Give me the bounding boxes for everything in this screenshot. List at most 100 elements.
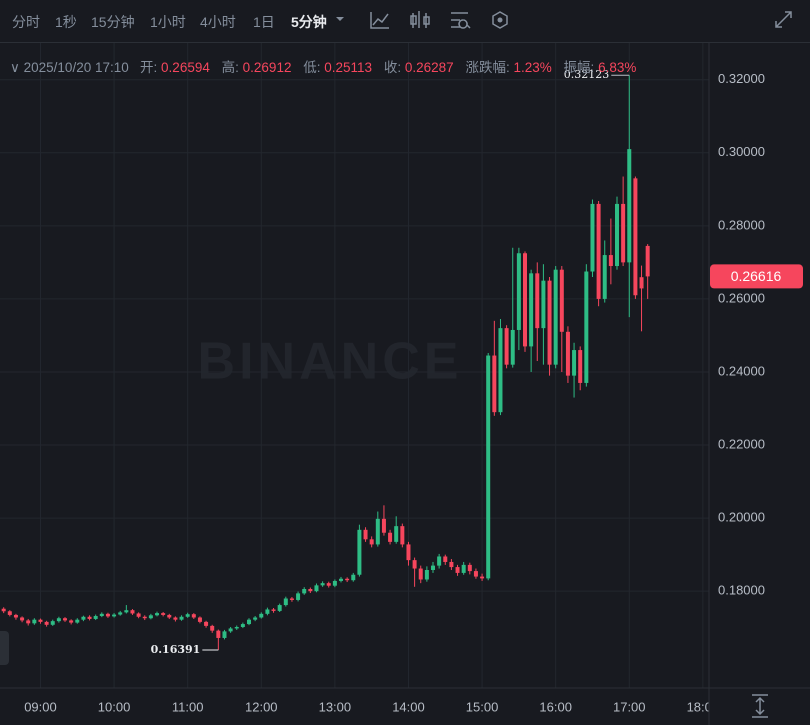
candle-body	[345, 578, 350, 581]
candle-body	[375, 518, 380, 545]
candle-body	[633, 178, 638, 296]
open-label: 开:	[140, 60, 158, 75]
candle-body	[216, 630, 221, 638]
low-annotation: 0.16391	[151, 643, 201, 656]
candle-body	[204, 621, 209, 626]
candle-body	[148, 615, 153, 619]
fullscreen-icon[interactable]	[775, 11, 792, 28]
candle-body	[271, 609, 276, 611]
candle-body	[455, 567, 460, 573]
collapse-icon[interactable]: ∨	[10, 60, 24, 75]
x-tick-label: 11:00	[172, 699, 204, 714]
y-tick-label: 0.24000	[718, 363, 765, 378]
candle-body	[81, 616, 86, 620]
interval[interactable]: 1秒	[55, 14, 77, 30]
candle-body	[529, 273, 534, 347]
candle-body	[627, 149, 632, 263]
high-annotation: 0.32123	[564, 68, 610, 81]
candle-body	[406, 544, 411, 561]
interval-active[interactable]: 5分钟	[291, 14, 327, 30]
candle-body	[645, 245, 650, 277]
x-tick-label: 14:00	[392, 699, 425, 714]
candle-body	[473, 571, 478, 577]
candle-body	[173, 617, 178, 620]
candle-body	[621, 203, 626, 263]
candle-body	[277, 605, 282, 611]
candle-body	[332, 580, 337, 586]
candle-body	[302, 588, 307, 594]
settings-icon[interactable]	[451, 12, 471, 29]
y-tick-label: 0.32000	[718, 71, 765, 86]
candle-body	[461, 564, 466, 573]
candle-body	[1, 608, 6, 612]
candle-body	[296, 593, 301, 600]
candle-body	[142, 616, 147, 619]
candle-body	[596, 203, 601, 299]
high-label: 高:	[221, 60, 239, 75]
close-value: 0.26287	[404, 60, 454, 75]
y-tick-label: 0.18000	[718, 583, 765, 598]
y-tick-label: 0.20000	[718, 510, 765, 525]
candle-body	[7, 611, 12, 615]
candle-body	[516, 253, 521, 330]
candle-body	[381, 518, 386, 533]
candle-body	[87, 616, 92, 619]
candle-body	[351, 574, 356, 581]
dropdown-icon[interactable]	[336, 17, 344, 21]
candle-body	[136, 613, 141, 617]
scale-icon[interactable]	[752, 694, 768, 718]
change-value: 1.23%	[513, 60, 552, 75]
candle-body	[437, 556, 442, 566]
candle-body	[265, 609, 270, 614]
candle-body	[308, 588, 313, 592]
candle-body	[394, 526, 399, 542]
candle-body	[535, 273, 540, 329]
low-label: 低:	[303, 60, 321, 75]
change-label: 涨跌幅:	[465, 60, 510, 75]
ohlc-header: ∨ 2025/10/20 17:10 开: 0.26594 高: 0.26912…	[10, 58, 690, 77]
candle-body	[155, 613, 160, 616]
candle-body	[20, 617, 25, 621]
candle-body	[639, 277, 644, 289]
interval[interactable]: 1日	[253, 14, 275, 30]
candle-body	[431, 565, 436, 570]
candle-body	[615, 203, 620, 267]
layout-icon[interactable]	[492, 11, 508, 29]
x-tick-label: 13:00	[319, 699, 352, 714]
candle-body	[210, 625, 215, 631]
interval[interactable]: 分时	[12, 14, 40, 30]
candle-body	[498, 328, 503, 413]
candle-body	[240, 624, 245, 627]
candle-body	[369, 539, 374, 545]
candle-icon[interactable]	[410, 11, 430, 28]
candle-body	[32, 619, 37, 624]
x-tick-label: 12:00	[245, 699, 278, 714]
interval[interactable]: 15分钟	[91, 14, 135, 30]
scroll-handle[interactable]	[0, 631, 9, 665]
candle-body	[590, 203, 595, 272]
indicator-icon[interactable]	[370, 12, 389, 29]
candle-body	[44, 621, 49, 625]
low-value: 0.25113	[324, 60, 373, 75]
current-price-tag	[710, 264, 803, 289]
interval[interactable]: 1小时	[150, 14, 186, 30]
candle-body	[247, 619, 252, 625]
candle-body	[541, 280, 546, 329]
x-tick-label: 09:00	[24, 699, 57, 714]
high-value: 0.26912	[242, 60, 292, 75]
candle-body	[400, 526, 405, 545]
chart: BINANCE 09:00 10:00 11:00 12:00 13:00 14:00 15:…	[0, 43, 810, 725]
candle-body	[99, 613, 104, 617]
candle-body	[38, 619, 43, 622]
candle-body	[584, 271, 589, 383]
candle-body	[486, 355, 491, 579]
candle-body	[326, 583, 331, 586]
interval[interactable]: 4小时	[200, 14, 236, 30]
candle-body	[56, 618, 61, 622]
current-price: 0.26616	[731, 268, 782, 284]
x-tick-label: 15:00	[466, 699, 499, 714]
candle-body	[191, 614, 196, 618]
candle-body	[283, 598, 288, 606]
x-tick-label: 17:00	[613, 699, 646, 714]
